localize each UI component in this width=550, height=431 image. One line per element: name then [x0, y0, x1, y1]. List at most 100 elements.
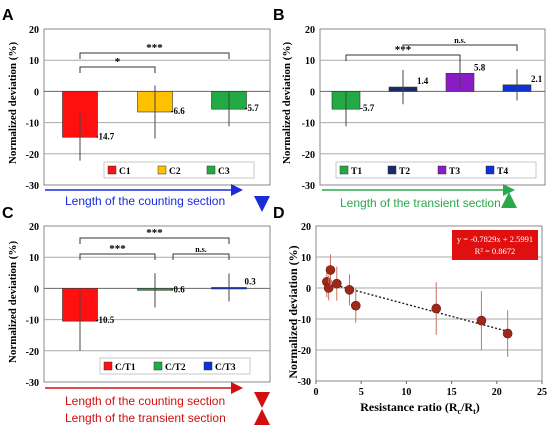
bars: -5.7 1.4 5.8 2.1: [331, 57, 543, 127]
data-label: -0.6: [171, 284, 186, 294]
caption-line: Length of the transient section: [65, 411, 226, 425]
plot-frame: [43, 28, 271, 186]
legend-box: [103, 161, 255, 179]
data-label: 0.3: [245, 276, 257, 286]
data-label: 5.8: [474, 62, 486, 72]
x-axis-label: Resistance ratio (Rc/Rt): [360, 400, 480, 416]
legend-label: C3: [218, 167, 230, 177]
caption: Length of the counting section: [45, 184, 270, 212]
legend-swatch: [107, 165, 117, 175]
data-point: [476, 315, 487, 326]
legend-swatch: [339, 165, 349, 175]
legend-label: T4: [497, 167, 508, 177]
significance-label: ***: [109, 243, 126, 255]
equation-line: y = -0.7829x + 2.5991: [457, 234, 533, 244]
x-axis-label-end: ): [476, 400, 480, 414]
data-label: 1.4: [417, 76, 429, 86]
legend-label: C1: [119, 167, 131, 177]
panel-a: A Normalized deviation (%) 20 10 0 -10 -20 -3…: [2, 7, 271, 212]
caption-line: Length of the counting section: [65, 194, 225, 208]
bars: -14.7 -6.6 -5.7: [62, 85, 260, 161]
legend-label: T3: [449, 167, 460, 177]
panel-letter: C: [2, 205, 14, 222]
legend-label: C/T2: [165, 363, 186, 373]
y-tick-label: 20: [301, 222, 311, 233]
significance-bracket: [345, 54, 461, 61]
bars: -10.5 -0.6 0.3: [62, 273, 257, 351]
panel-letter: B: [273, 7, 285, 24]
data-point: [344, 285, 355, 295]
plot-frame: [43, 225, 271, 383]
significance-label: *: [115, 56, 121, 68]
significance-brackets: ****: [79, 42, 230, 73]
caption: Length of the counting section Length of…: [45, 382, 270, 425]
y-tick-label: -10: [298, 315, 311, 326]
legend: C1 C2 C3: [103, 161, 255, 179]
y-axis-label: Normalized deviation (%): [7, 241, 19, 364]
y-tick-label: 10: [305, 56, 315, 67]
panel-d: D Normalized deviation (%) Resistance ra…: [273, 205, 547, 416]
significance-label: ***: [146, 227, 163, 239]
significance-bracket: [402, 44, 518, 51]
x-tick-label: 5: [359, 387, 364, 398]
y-tick-label: 10: [29, 253, 39, 264]
y-tick-label: -20: [26, 150, 39, 161]
x-tick-label: 20: [492, 387, 502, 398]
panel-letter: A: [2, 7, 14, 24]
x-tick-label: 10: [401, 387, 411, 398]
x-axis-label-main: Resistance ratio (R: [360, 400, 458, 414]
legend: T1 T2 T3 T4: [335, 161, 537, 179]
y-tick-label: 0: [306, 284, 311, 295]
data-label: -10.5: [96, 315, 115, 325]
scatter-marks: [322, 254, 513, 357]
data-label: -5.7: [245, 103, 260, 113]
plot-frame: [315, 225, 543, 382]
legend-swatch: [387, 165, 397, 175]
x-tick-label: 15: [447, 387, 457, 398]
y-tick-label: -20: [302, 150, 315, 161]
legend-label: T1: [351, 167, 362, 177]
x-tick-label: 0: [314, 387, 319, 398]
significance-bracket: [79, 237, 230, 244]
significance-bracket: [172, 253, 230, 260]
caption: Length of the transient section: [322, 184, 517, 210]
y-axis-label: Normalized deviation (%): [7, 42, 19, 165]
significance-label: n.s.: [195, 245, 207, 254]
y-tick-label: 0: [34, 284, 39, 295]
x-tick-label: 25: [537, 387, 547, 398]
x-axis-label-mid: /R: [460, 400, 473, 414]
y-tick-label: 20: [305, 25, 315, 36]
data-label: -5.7: [360, 103, 375, 113]
y-tick-label: -10: [26, 316, 39, 327]
panel-letter: D: [273, 205, 285, 222]
plot-frame: [319, 28, 546, 186]
y-tick-label: -30: [302, 181, 315, 192]
data-point: [431, 303, 442, 314]
x-axis-label-sub1: c: [458, 407, 462, 416]
legend-swatch: [437, 165, 447, 175]
equation-line: R² = 0.8672: [475, 246, 516, 256]
legend-swatch: [485, 165, 495, 175]
caption-line: Length of the transient section: [340, 196, 501, 210]
y-tick-label: 20: [29, 222, 39, 233]
panel-c: C Normalized deviation (%) 20 10 0 -10 -20 -3…: [2, 205, 271, 425]
legend-label: C2: [169, 167, 181, 177]
legend-label: T2: [399, 167, 410, 177]
significance-brackets: *** *** n.s.: [79, 227, 230, 260]
equation-background: [452, 230, 538, 260]
y-tick-label: -20: [26, 347, 39, 358]
data-point: [323, 283, 334, 293]
legend-swatch: [103, 361, 113, 371]
y-tick-label: -30: [26, 181, 39, 192]
legend: C/T1 C/T2 C/T3: [99, 357, 251, 375]
data-point: [502, 328, 513, 339]
significance-brackets: ***n.s.: [345, 36, 518, 61]
significance-bracket: [79, 52, 230, 59]
y-axis-label: Normalized deviation (%): [286, 245, 300, 378]
y-tick-label: -30: [26, 378, 39, 389]
legend-label: C/T3: [215, 363, 236, 373]
significance-label: ***: [146, 42, 163, 54]
legend-swatch: [157, 165, 167, 175]
